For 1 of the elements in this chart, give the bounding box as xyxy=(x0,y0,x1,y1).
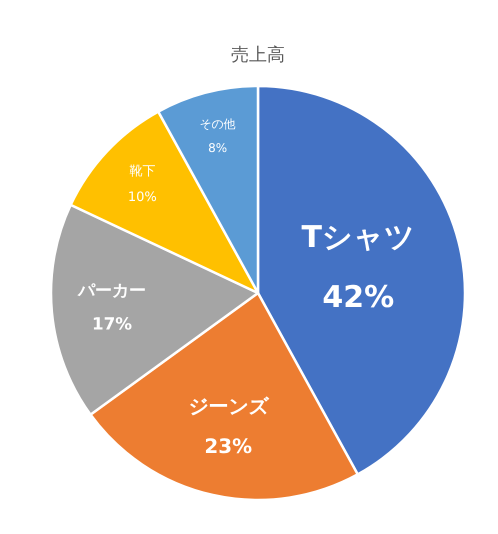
title: 売上高 xyxy=(231,44,285,66)
